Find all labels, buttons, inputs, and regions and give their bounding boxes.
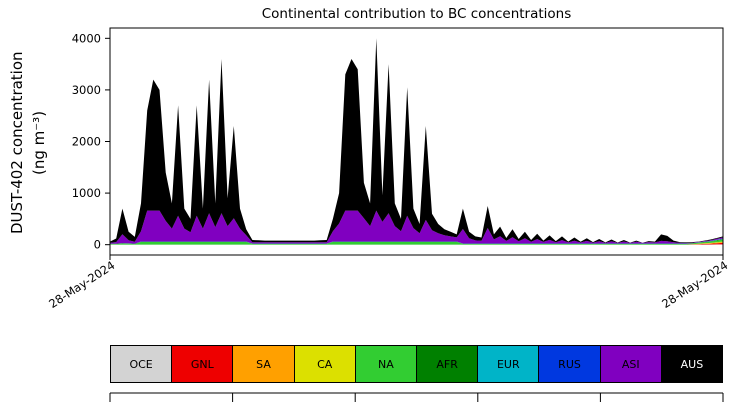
y-tick-label: 0 [94, 238, 101, 252]
legend-label: SA [256, 357, 271, 371]
chart-title: Continental contribution to BC concentra… [261, 6, 572, 22]
y-tick-label: 4000 [72, 31, 101, 45]
legend-item-eur: EUR [477, 345, 540, 383]
legend-item-na: NA [354, 345, 418, 383]
legend-item-sa: SA [232, 345, 295, 383]
legend-item-afr: AFR [416, 345, 479, 383]
area-aus [110, 38, 723, 243]
legend-item-aus: AUS [660, 345, 724, 383]
area-asi [110, 210, 723, 244]
legend-label: OCE [129, 357, 153, 371]
legend-label: GNL [190, 357, 214, 371]
y-tick-label: 1000 [72, 186, 101, 200]
legend-label: NA [378, 357, 394, 371]
legend-label: RUS [558, 357, 581, 371]
legend-item-ca: CA [293, 345, 356, 383]
y-tick-label: 2000 [72, 135, 101, 149]
legend-item-gnl: GNL [171, 345, 234, 383]
legend-label: CA [317, 357, 333, 371]
area-na [110, 239, 723, 245]
legend-label: ASI [621, 357, 640, 371]
legend: OCE GNL SA CA NA AFR EUR RUS ASI AUS [110, 345, 724, 383]
legend-label: AFR [436, 357, 458, 371]
legend-item-asi: ASI [599, 345, 662, 383]
legend-label: EUR [496, 357, 520, 371]
legend-item-rus: RUS [538, 345, 601, 383]
legend-item-oce: OCE [110, 345, 173, 383]
y-tick-label: 3000 [72, 83, 101, 97]
legend-label: AUS [680, 357, 704, 371]
